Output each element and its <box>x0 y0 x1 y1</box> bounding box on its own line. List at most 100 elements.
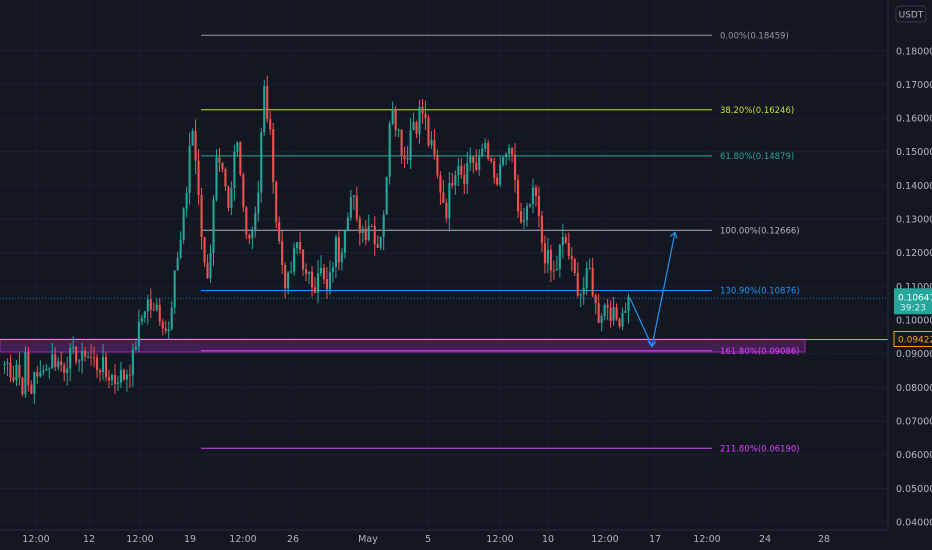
candle-body <box>51 354 54 369</box>
candle-body <box>415 122 418 134</box>
x-tick-label: 24 <box>759 534 771 545</box>
y-tick-label: 0.11000 <box>896 282 932 293</box>
candle-body <box>3 363 6 365</box>
candle-body <box>313 287 317 293</box>
candle-body <box>215 157 218 200</box>
candle-body <box>257 192 260 213</box>
candle-body <box>331 267 334 273</box>
candle-body <box>236 142 239 152</box>
candle-body <box>173 270 176 308</box>
candle-body <box>543 243 546 264</box>
candle-body <box>260 132 263 193</box>
candle-body <box>564 236 567 244</box>
candle-body <box>579 294 582 296</box>
candle-body <box>582 287 585 295</box>
candle-body <box>609 307 612 321</box>
candle-body <box>224 169 227 187</box>
candle-body <box>466 162 469 184</box>
candle-body <box>379 236 382 248</box>
projection-path <box>629 232 676 349</box>
x-tick-label: May <box>358 534 378 545</box>
candle-body <box>248 234 251 239</box>
candle-body <box>391 109 394 124</box>
candle-body <box>96 357 99 371</box>
candle-body <box>502 157 505 165</box>
currency-button[interactable]: USDT <box>895 5 927 23</box>
x-tick-label: 12:00 <box>693 534 720 545</box>
candle-body <box>57 361 60 368</box>
candle-body <box>90 356 93 358</box>
candle-body <box>612 307 615 321</box>
candle-body <box>287 272 290 289</box>
candle-body <box>266 86 269 120</box>
candle-body <box>81 350 84 361</box>
y-tick-label: 0.17000 <box>896 80 932 91</box>
candle-body <box>624 310 627 313</box>
candle-body <box>570 256 573 260</box>
x-tick-label: 12 <box>83 534 95 545</box>
candle-body <box>164 328 167 331</box>
countdown-value: 39:23 <box>900 303 926 313</box>
candle-body <box>310 271 314 288</box>
y-tick-label: 0.15000 <box>896 147 932 158</box>
candle-body <box>555 268 558 271</box>
projection-arrowhead-up <box>669 231 678 239</box>
candle-body <box>152 309 155 311</box>
candle-body <box>418 106 421 134</box>
y-tick-label: 0.09000 <box>896 349 932 360</box>
fib-label: 130.90%(0.10876) <box>720 287 800 297</box>
candle-body <box>346 217 349 231</box>
candle-body <box>522 220 526 222</box>
candle-body <box>191 130 194 146</box>
candle-body <box>367 226 370 241</box>
candle-body <box>84 350 87 357</box>
x-axis: 12:00 12 12:00 19 12:00 26 May 5 12:00 10 12:00 17 1… <box>0 529 888 545</box>
x-tick-label: 12:00 <box>229 534 256 545</box>
candle-body <box>45 369 48 371</box>
candle-body <box>472 156 475 163</box>
y-tick-label: 0.14000 <box>896 181 932 192</box>
candle-body <box>514 154 517 180</box>
candle-body <box>576 273 579 296</box>
candle-body <box>182 208 185 240</box>
y-tick-label: 0.04000 <box>896 518 932 529</box>
x-tick-label: 10 <box>542 534 554 545</box>
fib-label: 38.20%(0.16246) <box>720 106 794 116</box>
support-zone <box>0 338 806 353</box>
candle-body <box>227 186 230 208</box>
candle-body <box>445 202 448 219</box>
candle-body <box>149 299 152 310</box>
candle-body <box>481 148 484 156</box>
current-price-tag <box>894 288 932 315</box>
candle-body <box>63 365 66 374</box>
x-tick-label: 28 <box>818 534 830 545</box>
candle-body <box>370 226 373 228</box>
candle-body <box>18 364 21 378</box>
candle-body <box>158 304 161 322</box>
candle-body <box>203 237 206 263</box>
candle-body <box>558 245 561 269</box>
candle-body <box>606 304 609 308</box>
candle-body <box>140 318 143 322</box>
candle-body <box>296 242 299 249</box>
candle-body <box>358 218 361 233</box>
candle-body <box>454 175 457 186</box>
candle-body <box>349 196 352 218</box>
candle-body <box>305 269 308 274</box>
candle-body <box>442 192 445 203</box>
candle-body <box>427 117 430 145</box>
candle-body <box>48 368 51 370</box>
x-tick-label: 5 <box>425 534 431 545</box>
candle-body <box>337 237 340 263</box>
candle-body <box>406 158 409 160</box>
candle-body <box>200 195 203 238</box>
candle-body <box>21 377 24 395</box>
candle-body <box>352 195 355 197</box>
candle-body <box>161 321 164 329</box>
candle-body <box>505 153 508 158</box>
candle-body <box>412 122 415 131</box>
candle-body <box>469 156 472 163</box>
candle-body <box>537 196 540 216</box>
